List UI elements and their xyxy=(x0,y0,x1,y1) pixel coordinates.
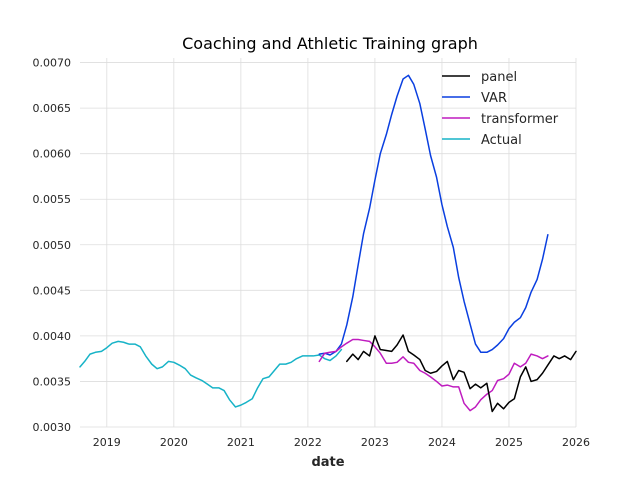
y-tick-label: 0.0060 xyxy=(33,148,72,161)
series-line-panel xyxy=(346,334,577,413)
x-tick-label: 2020 xyxy=(160,436,188,449)
legend-label: VAR xyxy=(481,91,507,106)
y-tick-label: 0.0050 xyxy=(33,239,72,252)
series-line-actual xyxy=(79,340,343,408)
y-tick-label: 0.0070 xyxy=(33,57,72,70)
y-tick-label: 0.0030 xyxy=(33,421,72,434)
legend-label: panel xyxy=(481,70,517,85)
series-line-transformer xyxy=(318,338,549,412)
grid xyxy=(80,58,577,428)
x-tick-label: 2021 xyxy=(227,436,255,449)
y-tick-label: 0.0055 xyxy=(33,193,72,206)
x-tick-label: 2025 xyxy=(495,436,523,449)
series-lines xyxy=(79,74,577,413)
legend: panel VAR transformer Actual xyxy=(442,70,559,148)
y-tick-label: 0.0045 xyxy=(33,284,72,297)
x-axis-label: date xyxy=(311,455,344,470)
series-line-var xyxy=(318,74,549,356)
x-tick-label: 2019 xyxy=(93,436,121,449)
legend-label: Actual xyxy=(481,133,522,148)
chart-title: Coaching and Athletic Training graph xyxy=(182,34,478,53)
y-tick-label: 0.0065 xyxy=(33,102,72,115)
x-tick-label: 2023 xyxy=(361,436,389,449)
y-tick-label: 0.0035 xyxy=(33,375,72,388)
x-tick-label: 2024 xyxy=(428,436,456,449)
x-tick-label: 2026 xyxy=(562,436,590,449)
tick-labels: 0.0030 0.0035 0.0040 0.0045 0.0050 0.0055 0.00… xyxy=(33,57,591,449)
legend-label: transformer xyxy=(481,112,559,127)
x-tick-label: 2022 xyxy=(294,436,322,449)
y-tick-label: 0.0040 xyxy=(33,330,72,343)
